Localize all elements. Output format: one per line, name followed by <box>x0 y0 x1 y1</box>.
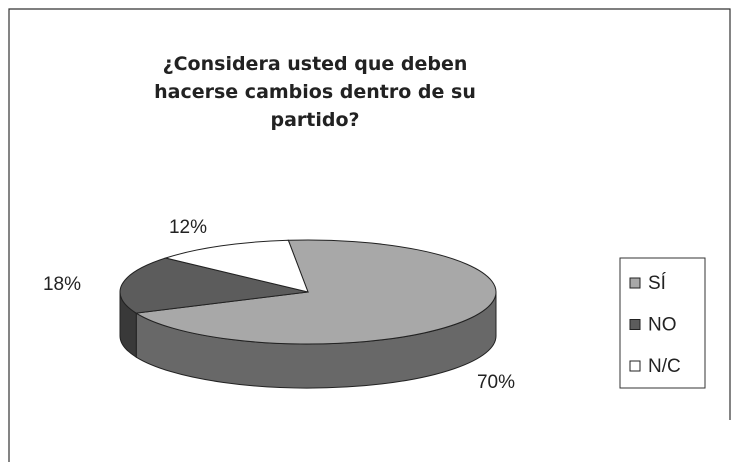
legend-marker <box>629 319 641 330</box>
chart-title: ¿Considera usted que deben hacerse cambi… <box>154 53 476 131</box>
data-label: 18% <box>43 274 81 295</box>
pie-slice <box>134 239 497 345</box>
data-label: 12% <box>169 217 207 238</box>
data-label: 70% <box>477 372 515 393</box>
legend-label: N/C <box>648 356 681 377</box>
pie-slice <box>119 257 309 314</box>
legend-label: NO <box>648 315 677 336</box>
frame <box>8 8 731 462</box>
legend-marker <box>629 277 641 289</box>
legend-label: SÍ <box>648 273 667 294</box>
pie-slice <box>163 239 309 293</box>
legend-marker <box>629 360 641 372</box>
